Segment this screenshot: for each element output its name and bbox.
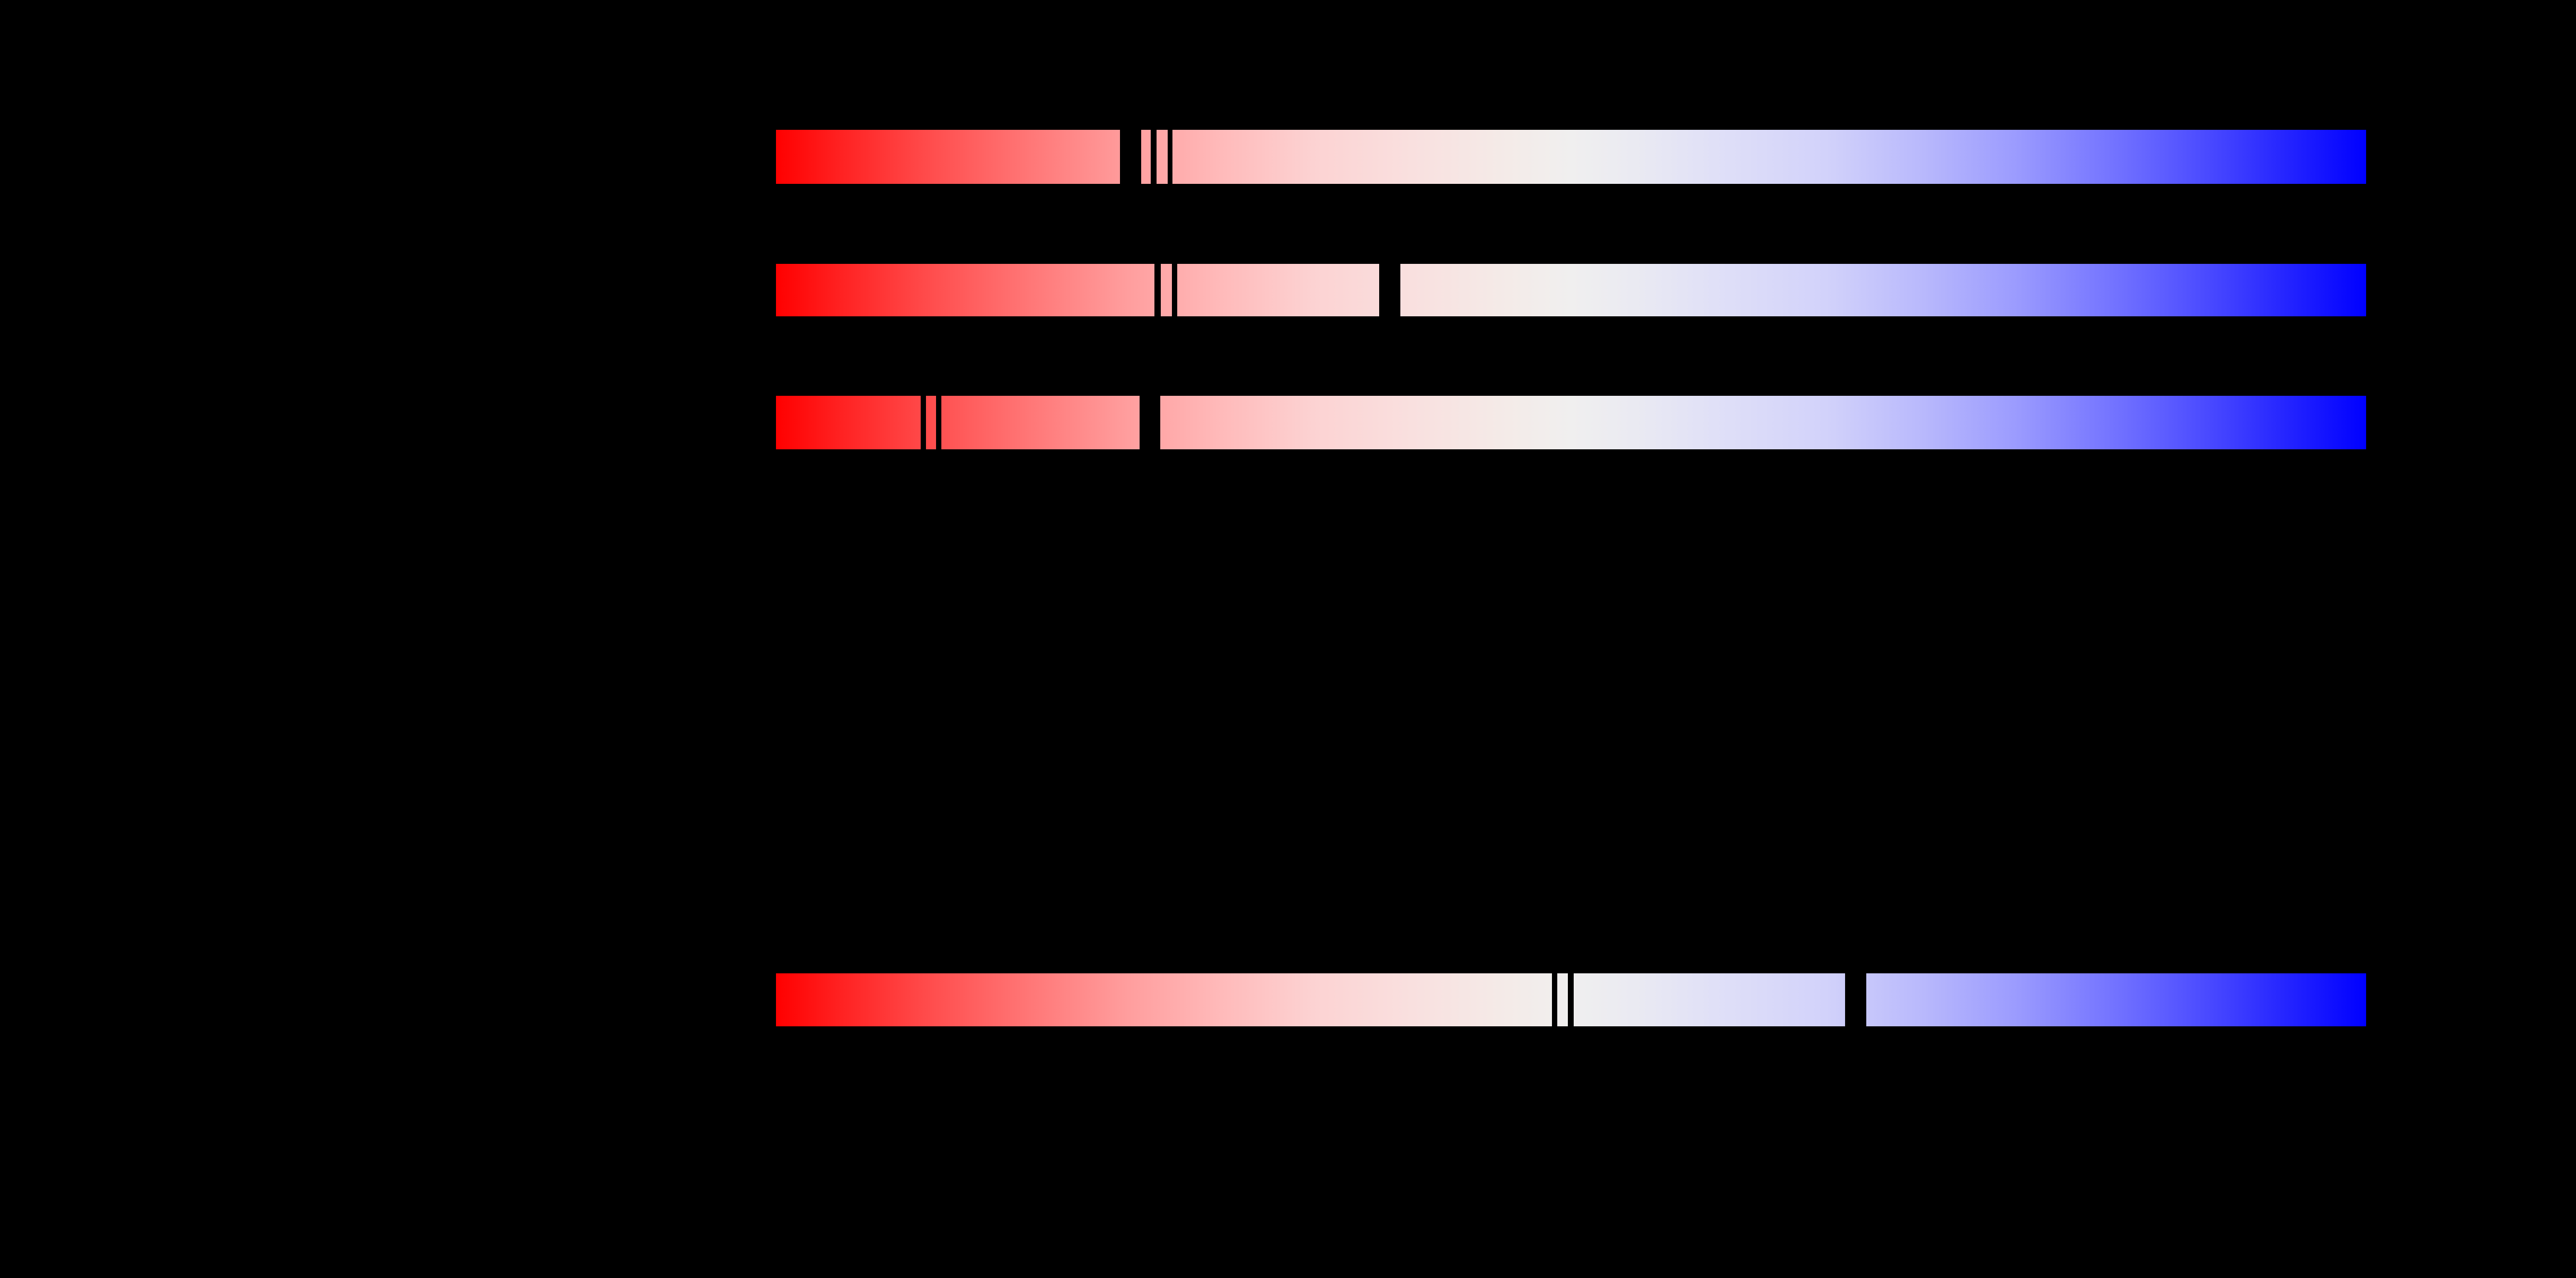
gap-marker — [1845, 973, 1866, 1026]
tick-marker — [1568, 973, 1574, 1026]
tick-marker — [1552, 973, 1557, 1026]
gap-marker — [1120, 130, 1141, 184]
gradient-strip — [776, 973, 2366, 1026]
gap-marker — [1140, 396, 1160, 449]
gradient-strip — [776, 396, 2366, 449]
gradient-strip — [776, 130, 2366, 184]
tick-marker — [1168, 130, 1172, 184]
tick-marker — [921, 396, 926, 449]
tick-marker — [1172, 264, 1177, 316]
gradient-strip — [776, 264, 2366, 316]
tick-marker — [1151, 130, 1157, 184]
tick-marker — [1154, 264, 1161, 316]
tick-marker — [936, 396, 941, 449]
gap-marker — [1379, 264, 1400, 316]
